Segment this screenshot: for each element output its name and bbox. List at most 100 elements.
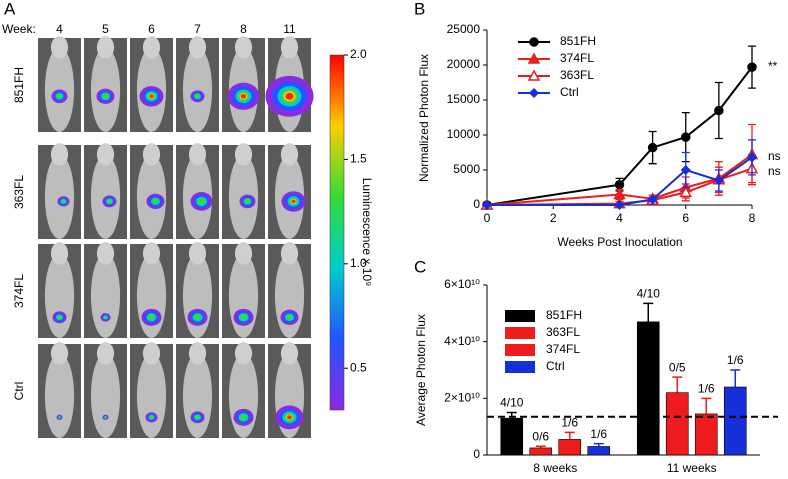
series-line <box>486 66 753 206</box>
signal-blob <box>103 315 108 319</box>
panel-letter: B <box>414 0 425 18</box>
error-bar <box>643 302 654 322</box>
mouse-head <box>142 342 161 365</box>
x-tick-label: 11 weeks <box>667 461 717 475</box>
signal-blob <box>244 199 251 204</box>
y-tick-label: 20000 <box>447 57 481 71</box>
mouse-body <box>44 253 75 338</box>
mouse-head <box>96 36 115 59</box>
legend-swatch <box>505 310 535 322</box>
column-label: 11 <box>283 22 296 36</box>
mouse-body <box>44 353 75 439</box>
signal-blob <box>58 416 61 419</box>
data-point <box>647 142 658 153</box>
significance-label: ns <box>768 164 781 178</box>
signal-blob <box>195 415 200 420</box>
signal-blob <box>240 414 247 421</box>
mouse-head <box>142 143 161 166</box>
y-tick-label: 0 <box>473 197 480 211</box>
mouse-head <box>234 342 253 365</box>
bar <box>558 439 582 456</box>
mouse-body <box>44 154 75 239</box>
mouse-head <box>188 143 207 166</box>
data-point <box>714 105 724 116</box>
legend-label: 851FH <box>546 308 582 322</box>
signal-blob <box>197 198 206 205</box>
legend-swatch <box>505 361 535 373</box>
colorbar-tick-label: 1.0 <box>350 256 367 270</box>
bar-annotation: 4/10 <box>637 287 661 301</box>
signal-blob <box>149 94 154 99</box>
mouse-head <box>280 143 299 166</box>
data-point <box>679 185 693 198</box>
signal-blob <box>104 416 107 419</box>
x-tick-label: 0 <box>484 211 491 225</box>
signal-blob <box>61 199 66 204</box>
week-label: Week: <box>2 22 36 36</box>
colorbar-tick-label: 1.5 <box>350 152 367 166</box>
row-label: 363FL <box>12 175 26 209</box>
y-tick-label: 5000 <box>453 162 480 176</box>
column-label: 8 <box>240 22 247 36</box>
bar <box>587 446 611 456</box>
series-line <box>487 156 753 206</box>
bar-annotation: 1/6 <box>698 382 715 396</box>
signal-blob <box>291 199 296 204</box>
bar <box>723 386 747 456</box>
mouse-head <box>188 342 207 365</box>
bar <box>529 447 553 456</box>
signal-blob <box>240 314 247 321</box>
bar <box>694 413 718 456</box>
x-tick-label: 8 weeks <box>533 461 577 475</box>
signal-blob <box>57 315 62 320</box>
error-bar <box>701 397 712 414</box>
column-label: 7 <box>194 22 201 36</box>
panel-letter: A <box>4 0 16 18</box>
mouse-head <box>188 242 207 265</box>
colorbar-tick-label: 2.0 <box>350 47 367 61</box>
mouse-head <box>234 143 253 166</box>
signal-blob <box>148 314 155 321</box>
legend-label: 363FL <box>546 325 580 339</box>
mouse-body <box>274 253 305 338</box>
data-point <box>527 52 541 64</box>
legend-label: 363FL <box>560 68 594 82</box>
signal-blob <box>56 93 63 99</box>
y-tick-label: 15000 <box>447 92 481 106</box>
bar <box>665 392 689 456</box>
legend-label: 374FL <box>546 342 580 356</box>
bar-annotation: 4/10 <box>500 396 524 410</box>
error-bar <box>730 369 741 387</box>
data-point <box>747 62 757 72</box>
series-line <box>486 153 753 206</box>
mouse-body <box>90 253 121 338</box>
legend-label: Ctrl <box>546 359 565 373</box>
mouse-head <box>234 242 253 265</box>
y-axis-label: Normalized Photon Flux <box>417 54 431 182</box>
row-label: Ctrl <box>12 382 26 401</box>
y-axis-label: Average Photon Flux <box>414 314 428 426</box>
legend-swatch <box>505 344 535 356</box>
y-tick-label: 4×10¹⁰ <box>444 334 480 348</box>
bar <box>500 417 524 456</box>
data-point <box>680 164 691 176</box>
colorbar-tick-label: 0.5 <box>350 360 367 374</box>
signal-blob <box>285 92 294 100</box>
y-tick-label: 0 <box>473 447 480 461</box>
data-point <box>713 175 724 186</box>
mouse-head <box>96 242 115 265</box>
significance-label: ns <box>768 149 781 163</box>
error-bar <box>672 376 683 393</box>
mouse-head <box>142 36 161 59</box>
y-tick-label: 2×10¹⁰ <box>444 391 480 405</box>
mouse-body <box>182 47 213 133</box>
signal-blob <box>286 314 293 320</box>
mouse-head <box>234 36 253 59</box>
mouse-head <box>142 242 161 265</box>
data-point <box>529 37 539 47</box>
signal-blob <box>152 198 159 205</box>
column-label: 6 <box>148 22 155 36</box>
signal-blob <box>149 415 154 420</box>
bar-annotation: 0/5 <box>669 360 686 374</box>
